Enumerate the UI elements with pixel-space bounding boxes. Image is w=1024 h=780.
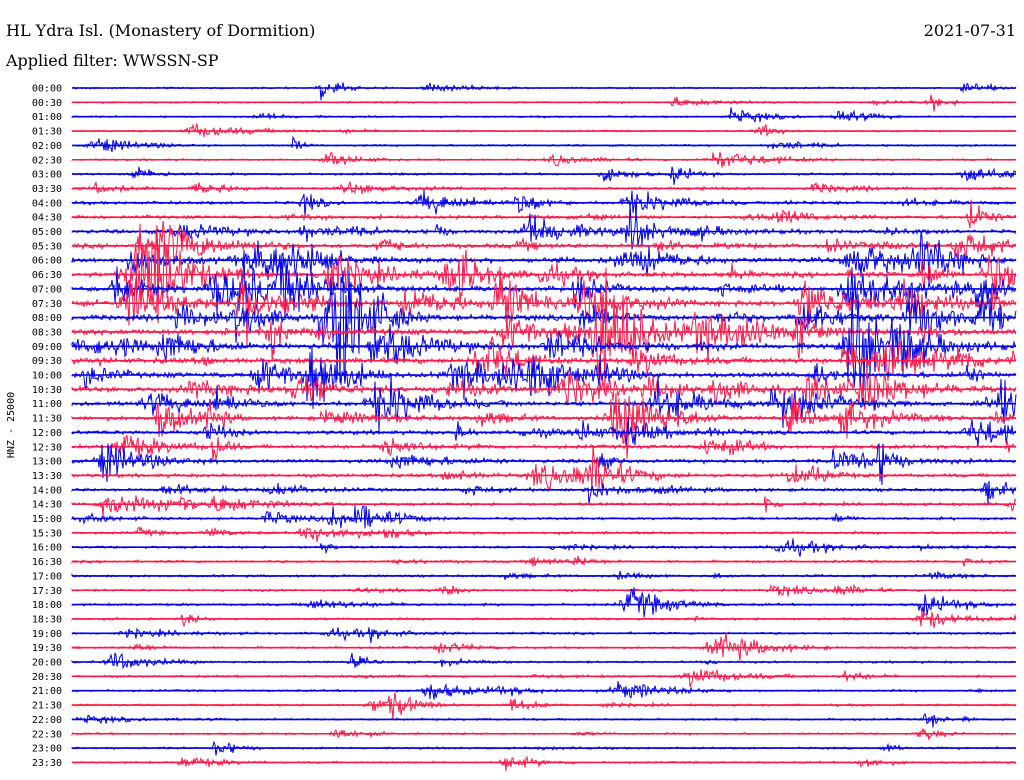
time-label: 04:30 — [32, 213, 62, 224]
time-label: 03:00 — [32, 170, 62, 181]
time-label: 16:00 — [32, 543, 62, 554]
trace-row — [71, 480, 1017, 505]
time-label: 01:30 — [32, 127, 62, 138]
trace-row — [71, 231, 1017, 284]
time-label: 15:30 — [32, 528, 62, 539]
trace-row — [71, 225, 1017, 324]
time-label: 01:00 — [32, 112, 62, 123]
time-label: 02:00 — [32, 141, 62, 152]
time-label: 03:30 — [32, 184, 62, 195]
time-label: 22:30 — [32, 729, 62, 740]
time-label: 00:30 — [32, 98, 62, 109]
time-label: 04:00 — [32, 198, 62, 209]
time-label: 09:30 — [32, 356, 62, 367]
time-label: 22:00 — [32, 715, 62, 726]
time-label: 02:30 — [32, 155, 62, 166]
time-label: 10:00 — [32, 371, 62, 382]
time-labels: 00:00 00:30 01:00 01:30 02:00 02:30 03:00 03:30… — [32, 84, 62, 769]
trace-row — [71, 392, 1017, 459]
time-label: 08:00 — [32, 313, 62, 324]
time-label: 17:30 — [32, 586, 62, 597]
time-label: 08:30 — [32, 327, 62, 338]
time-label: 23:30 — [32, 758, 62, 769]
time-label: 05:30 — [32, 241, 62, 252]
time-label: 11:30 — [32, 414, 62, 425]
time-label: 09:00 — [32, 342, 62, 353]
time-label: 07:30 — [32, 299, 62, 310]
time-label: 16:30 — [32, 557, 62, 568]
time-label: 18:30 — [32, 614, 62, 625]
trace-row — [71, 203, 1017, 250]
date-label: 2021-07-31 — [924, 21, 1016, 40]
time-label: 18:00 — [32, 600, 62, 611]
time-label: 06:00 — [32, 256, 62, 267]
time-label: 19:00 — [32, 629, 62, 640]
time-label: 12:00 — [32, 428, 62, 439]
channel-label: HNZ - 25000 — [6, 392, 17, 458]
time-label: 11:00 — [32, 399, 62, 410]
time-label: 12:30 — [32, 442, 62, 453]
time-label: 06:30 — [32, 270, 62, 281]
time-label: 23:00 — [32, 744, 62, 755]
time-label: 21:00 — [32, 686, 62, 697]
time-label: 15:00 — [32, 514, 62, 525]
time-label: 19:30 — [32, 643, 62, 654]
time-label: 05:00 — [32, 227, 62, 238]
time-label: 20:00 — [32, 658, 62, 669]
filter-label: Applied filter: WWSSN-SP — [5, 51, 219, 70]
seismic-traces — [71, 82, 1017, 771]
time-label: 10:30 — [32, 385, 62, 396]
time-label: 07:00 — [32, 284, 62, 295]
time-label: 14:00 — [32, 485, 62, 496]
time-label: 21:30 — [32, 701, 62, 712]
station-title: HL Ydra Isl. (Monastery of Dormition) — [6, 21, 315, 40]
time-label: 00:00 — [32, 84, 62, 95]
trace-row — [71, 292, 1017, 391]
time-label: 13:00 — [32, 457, 62, 468]
time-label: 14:30 — [32, 500, 62, 511]
time-label: 20:30 — [32, 672, 62, 683]
time-label: 13:30 — [32, 471, 62, 482]
time-label: 17:00 — [32, 571, 62, 582]
